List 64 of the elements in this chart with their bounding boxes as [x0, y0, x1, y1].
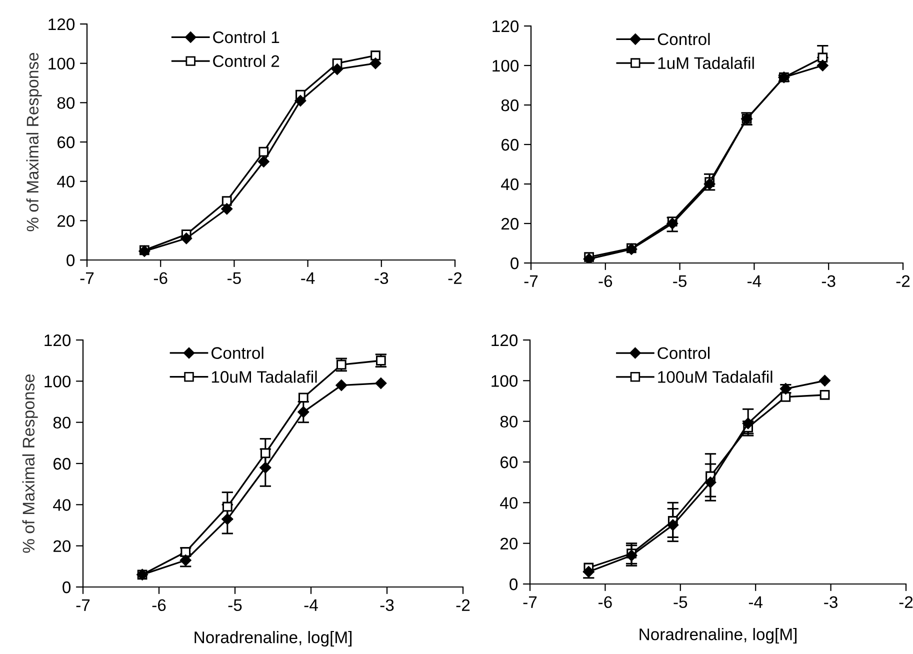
y-tick-label: 100 [492, 60, 519, 72]
y-tick-label: 40 [53, 499, 71, 511]
y-tick-label: 100 [44, 376, 71, 388]
x-tick-label: -6 [598, 596, 612, 608]
x-tick-label: -5 [228, 599, 242, 612]
x-tick-label: -3 [380, 599, 394, 612]
legend-label: 100uM Tadalafil [658, 370, 772, 383]
x-tick-label: -6 [154, 272, 168, 284]
x-tick-label: -5 [674, 596, 688, 608]
y-tick-label: 100 [48, 58, 75, 70]
y-tick-label: 0 [62, 581, 71, 594]
x-axis-title: Noradrenaline, log[M] [640, 628, 796, 644]
y-tick-label: 60 [502, 138, 519, 151]
y-tick-label: 60 [500, 456, 518, 468]
y-tick-label: 80 [501, 99, 519, 112]
y-tick-label: 120 [492, 334, 518, 346]
y-tick-label: 120 [48, 18, 75, 30]
legend-label: Control 1 [213, 30, 280, 44]
y-tick-label: 0 [510, 578, 518, 590]
y-tick-label: 40 [57, 176, 75, 188]
y-tick-label: 40 [500, 497, 518, 509]
y-axis-title: % of Maximal Response [22, 374, 38, 553]
x-tick-label: -2 [896, 275, 910, 287]
x-tick-label: -6 [152, 599, 166, 612]
legend-label: 1uM Tadalafil [658, 56, 754, 70]
y-axis-title: % of Maximal Response [26, 52, 42, 232]
y-tick-label: 60 [58, 136, 75, 148]
y-tick-label: 0 [66, 254, 75, 266]
x-tick-label: -2 [899, 596, 913, 608]
x-tick-label: -5 [228, 272, 241, 284]
x-tick-label: -4 [301, 272, 315, 284]
y-tick-label: 20 [57, 215, 75, 227]
y-tick-label: 120 [44, 334, 71, 346]
y-tick-label: 80 [500, 416, 518, 428]
x-tick-label: -4 [748, 596, 763, 608]
x-tick-label: -7 [76, 599, 90, 611]
x-tick-label: -4 [304, 599, 318, 611]
legend-label: Control [658, 346, 710, 360]
y-tick-label: 20 [500, 538, 518, 550]
x-tick-label: -3 [824, 596, 838, 608]
x-tick-label: -7 [80, 272, 94, 284]
y-tick-label: 40 [501, 178, 519, 190]
x-tick-label: -3 [374, 272, 388, 284]
y-tick-label: 60 [54, 458, 71, 470]
x-tick-label: -2 [456, 599, 470, 611]
y-tick-label: 0 [510, 257, 519, 270]
x-tick-label: -3 [822, 275, 836, 288]
x-axis-title: Noradrenaline, log[M] [194, 631, 352, 647]
legend-label: Control [658, 32, 710, 46]
x-tick-label: -7 [524, 275, 538, 287]
x-tick-label: -6 [598, 275, 612, 288]
x-tick-label: -7 [523, 596, 537, 608]
x-tick-label: -4 [748, 275, 762, 287]
y-tick-label: 80 [57, 97, 75, 109]
legend-label: Control 2 [213, 54, 280, 68]
y-tick-label: 20 [501, 218, 519, 230]
x-tick-label: -5 [673, 275, 687, 288]
y-tick-label: 120 [492, 20, 519, 32]
legend-label: 10uM Tadalafil [212, 370, 317, 383]
x-tick-label: -2 [448, 272, 462, 284]
y-tick-label: 80 [53, 416, 71, 429]
y-tick-label: 100 [492, 375, 518, 387]
y-tick-label: 20 [53, 540, 71, 552]
legend-label: Control [212, 346, 264, 359]
